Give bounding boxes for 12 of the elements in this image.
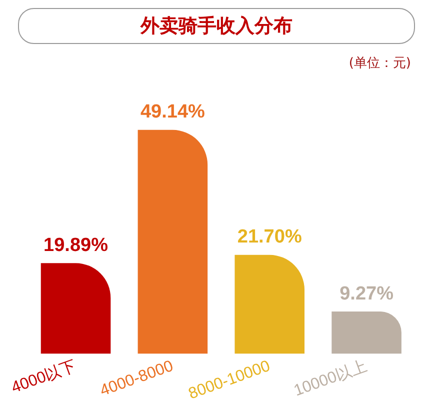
x-tick-label: 10000以上 [291,356,370,400]
bar [234,254,305,354]
bar [40,263,111,354]
data-label: 9.27% [340,283,394,304]
chart-title: 外卖骑手收入分布 [18,8,415,44]
x-tick-label: 4000以下 [9,356,79,397]
bar [138,130,208,354]
bar [332,312,402,354]
data-label: 19.89% [44,234,108,256]
data-label: 21.70% [237,226,302,248]
data-label: 49.14% [140,102,206,123]
text: (单位：元) [348,55,411,72]
